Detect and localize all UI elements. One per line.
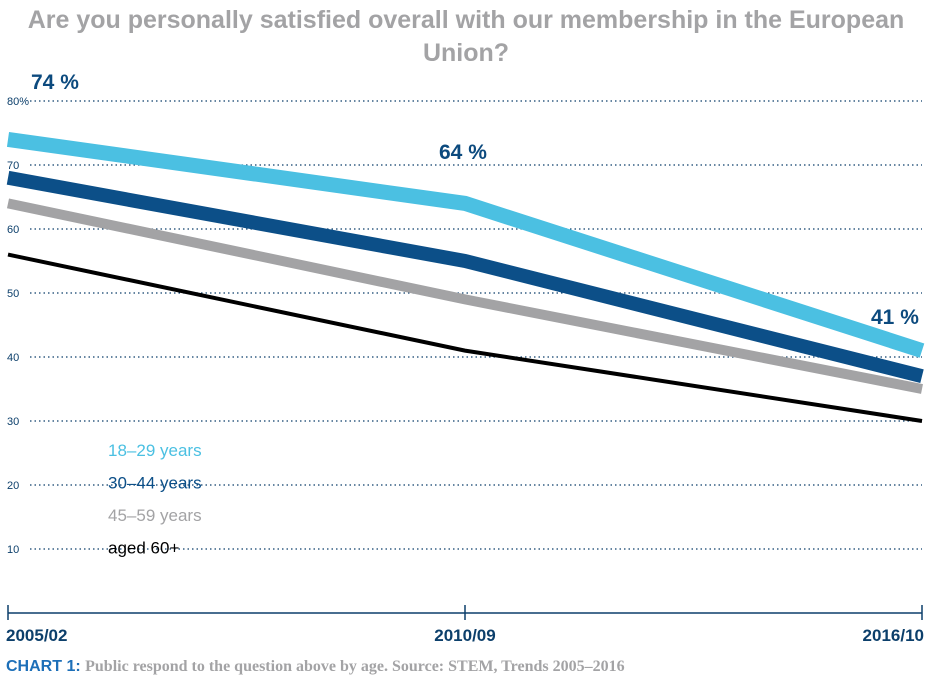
series-line-1	[6, 170, 924, 383]
y-axis: 10 20 30 40 50 60 70 80%	[7, 96, 29, 556]
legend-entry: aged 60+	[108, 539, 179, 558]
y-tick-label: 40	[7, 352, 19, 364]
y-tick-label: 50	[7, 288, 19, 300]
data-label: 74 %	[31, 71, 79, 94]
y-tick-label: 30	[7, 416, 19, 428]
y-tick-label: 10	[7, 544, 19, 556]
x-axis: 2005/02 2010/09 2016/10	[6, 605, 924, 645]
y-tick-label: 80%	[7, 96, 29, 108]
caption-text: Public respond to the question above by …	[85, 658, 625, 675]
data-label: 41 %	[871, 306, 919, 329]
legend-entry: 30–44 years	[108, 474, 202, 493]
series-lines	[6, 131, 925, 423]
legend: 18–29 years 30–44 years 45–59 years aged 60…	[108, 441, 202, 558]
data-label: 64 %	[439, 141, 487, 164]
data-callouts: 74 % 64 % 41 %	[31, 71, 919, 329]
y-tick-label: 20	[7, 480, 19, 492]
series-line-2	[6, 198, 923, 394]
x-tick-label: 2016/10	[863, 626, 924, 645]
legend-entry: 45–59 years	[108, 506, 202, 525]
y-tick-label: 60	[7, 224, 19, 236]
x-tick-label: 2005/02	[6, 626, 67, 645]
series-line-0	[6, 131, 925, 358]
y-tick-label: 70	[7, 160, 19, 172]
caption-lead: CHART 1:	[6, 658, 81, 675]
chart-title: Are you personally satisfied overall wit…	[27, 6, 905, 67]
x-tick-label: 2010/09	[434, 626, 495, 645]
series-line-3	[7, 252, 923, 423]
legend-entry: 18–29 years	[108, 441, 202, 460]
chart-caption: CHART 1: Public respond to the question …	[6, 658, 926, 676]
